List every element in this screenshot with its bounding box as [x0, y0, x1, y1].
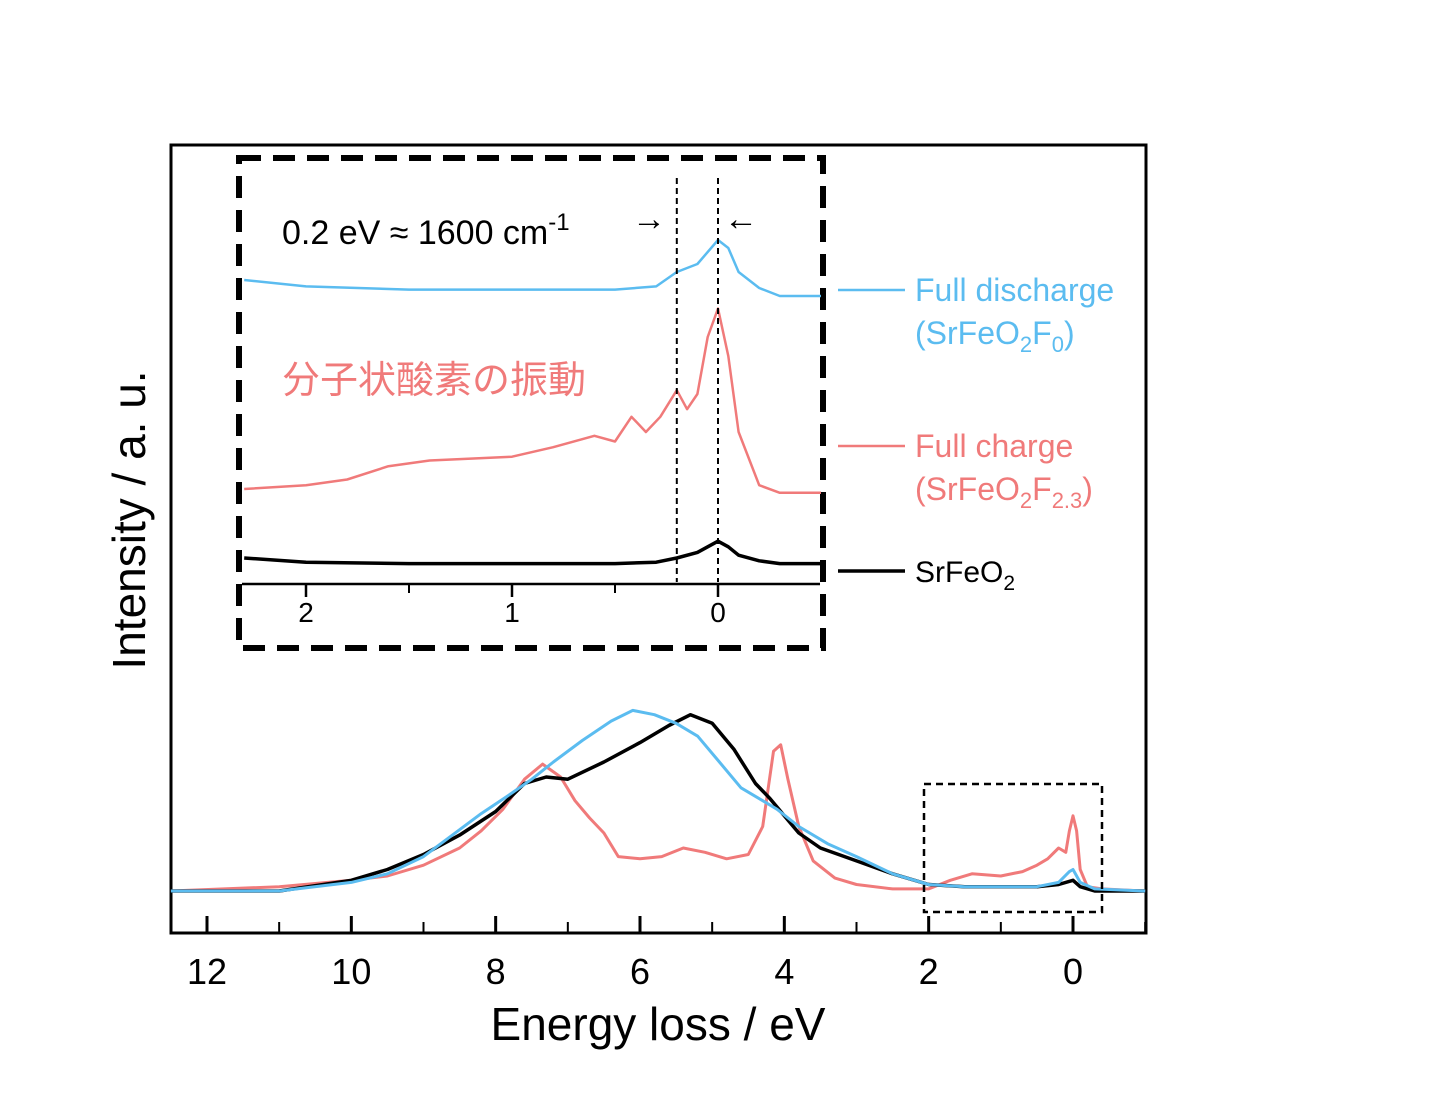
formula-discharge-suffix: ): [1064, 315, 1075, 351]
inset-marker-lines: [675, 178, 719, 582]
legend-formula-charge: (SrFeO2F2.3): [915, 471, 1093, 513]
legend-label-discharge: Full discharge: [915, 272, 1114, 308]
inset-series-pristine: [244, 539, 821, 566]
formula-charge-suffix: ): [1082, 471, 1093, 507]
main-series-group: [170, 708, 1146, 893]
zoom-region-box: [922, 782, 1104, 914]
formula-charge-sub2: 2.3: [1052, 488, 1083, 513]
inset-x-ticks: 2 1 0: [298, 584, 726, 628]
main-x-tick-label: 10: [331, 951, 371, 992]
x-axis-label: Energy loss / eV: [491, 998, 826, 1050]
formula-charge-prefix: (SrFeO: [915, 471, 1020, 507]
formula-discharge-sub2: 0: [1052, 332, 1064, 357]
y-axis-label: Intensity / a. u.: [103, 370, 155, 669]
spacing-annotation-text: 0.2 eV ≈ 1600 cm: [282, 214, 548, 252]
formula-pristine-sub: 2: [1003, 572, 1015, 595]
inset-x-tick-label: 0: [710, 597, 726, 628]
inset-x-tick-label: 1: [504, 597, 520, 628]
main-x-tick-label: 6: [630, 951, 650, 992]
spacing-annotation: 0.2 eV ≈ 1600 cm-1: [282, 209, 570, 252]
main-x-tick-label: 8: [486, 951, 506, 992]
spacing-annotation-sup: -1: [548, 209, 569, 236]
formula-discharge-prefix: (SrFeO: [915, 315, 1020, 351]
main-x-tick-label: 2: [919, 951, 939, 992]
inset-series-discharge: [244, 238, 821, 298]
inset-x-tick-label: 2: [298, 597, 314, 628]
left-arrow-glyph: ←: [724, 200, 758, 238]
legend-label-charge: Full charge: [915, 428, 1073, 464]
right-arrow-glyph: →: [632, 200, 666, 238]
vibration-annotation: 分子状酸素の振動: [282, 358, 586, 402]
main-x-tick-label: 0: [1063, 951, 1083, 992]
main-x-tick-label: 4: [774, 951, 794, 992]
legend-formula-discharge: (SrFeO2F0): [915, 315, 1075, 357]
inset-series-group: [244, 238, 821, 566]
legend-label-pristine: SrFeO2: [915, 556, 1015, 595]
main-series-charge: [170, 743, 1146, 893]
main-x-tick-label: 12: [187, 951, 227, 992]
main-series-discharge: [170, 708, 1146, 893]
formula-charge-mid: F: [1032, 471, 1052, 507]
formula-discharge-mid: F: [1032, 315, 1052, 351]
legend: Full discharge (SrFeO2F0) Full charge (S…: [838, 272, 1114, 595]
formula-charge-sub1: 2: [1020, 488, 1032, 513]
formula-discharge-sub1: 2: [1020, 332, 1032, 357]
main-x-ticks: 12 10 8 6 4 2 0: [187, 916, 1147, 992]
main-series-pristine: [170, 712, 1146, 893]
inset-frame: [236, 155, 826, 651]
formula-pristine-prefix: SrFeO: [915, 556, 1003, 589]
main-plot-frame: [169, 143, 1148, 935]
inset-series-charge: [244, 307, 821, 495]
